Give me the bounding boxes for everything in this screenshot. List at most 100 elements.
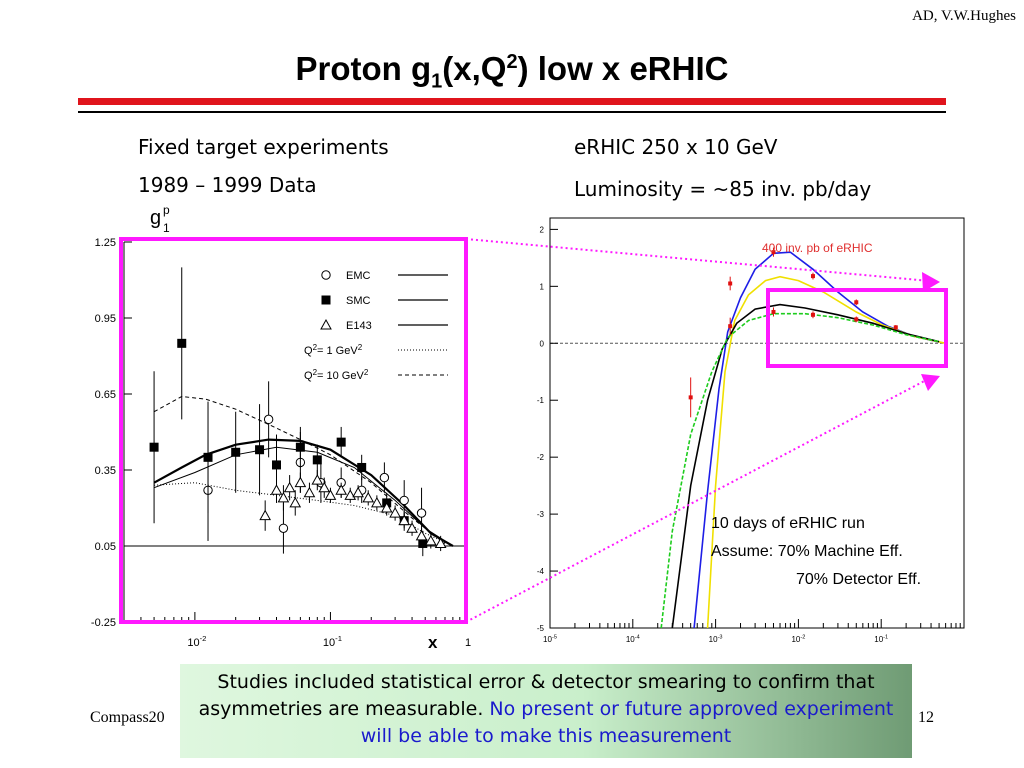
right-caption-line1: eRHIC 250 x 10 GeV [574,135,778,159]
page-number: 12 [918,709,934,726]
author-label: AD, V.W.Hughes [912,8,1016,24]
left-point-e143 [352,486,364,498]
right-data-point [688,395,693,400]
title-rule-black [78,111,946,113]
left-point-e143 [318,481,331,493]
left-point-e143 [294,476,307,488]
right-annotation: 400 inv. pb of eRHIC [762,241,873,255]
right-curve-green-dashed [660,312,940,629]
left-point-smc [312,455,322,465]
summary-note-black: Studies included statistical error & det… [198,671,875,720]
left-point-emc [278,523,289,533]
left-point-e143 [259,509,272,521]
right-plot-frame [549,217,965,629]
left-point-e143 [303,486,316,498]
left-legend-marker [321,295,331,305]
left-x-tick-label: 10-2 [187,634,206,649]
left-point-smc [255,445,265,455]
summary-note-box [180,664,912,758]
left-point-smc [336,437,346,447]
right-data-point [771,250,776,255]
left-point-smc [177,338,187,348]
right-y-tick-label: -1 [537,396,545,405]
zoom-callout [119,237,948,624]
left-legend-label: Q2= 1 GeV2 [304,343,363,358]
left-point-e143 [311,474,324,485]
left-point-emc [416,508,427,518]
left-point-e143 [406,522,418,533]
left-point-e143 [362,491,375,503]
right-curve-yellow [706,275,946,629]
left-ylabel-sup: p [163,203,170,217]
left-point-emc [379,472,390,483]
right-y-tick-label: -3 [537,510,545,519]
left-point-emc [263,414,274,425]
left-point-smc [203,452,213,462]
left-point-e143 [335,484,348,495]
right-y-tick-label: 0 [540,339,545,348]
left-point-e143 [289,496,302,508]
right-run-note-line1: 10 days of eRHIC run [711,515,865,532]
right-data-point [893,325,898,330]
left-highlight-box [119,237,468,624]
summary-note-blue: No present or future approved experiment… [360,698,894,747]
right-data-point [728,324,733,329]
right-y-tick-label: 1 [540,282,545,291]
left-legend-label: E143 [346,320,372,332]
left-point-e143 [270,484,283,495]
right-data-point [854,300,859,305]
right-y-tick-label: -2 [537,453,545,462]
right-highlight-box [766,288,948,368]
right-x-tick-label: 10-1 [874,634,888,644]
left-point-e143 [324,489,337,500]
left-chart: 1.25 0.95 0.65 0.35 0.05 -0.25 10-2 10-1 1 EMC SMC… [91,237,471,649]
left-xlabel: x [428,633,438,652]
left-point-e143 [277,491,290,503]
right-y-tick-label: -5 [537,624,545,633]
left-caption-line2: 1989 – 1999 Data [138,173,317,197]
right-data-point [728,281,733,286]
left-point-smc [357,462,367,472]
left-y-tick-label: 0.35 [95,465,116,477]
right-x-tick-label: 10-5 [543,634,557,644]
right-run-note-line2: Assume: 70% Machine Eff. [711,543,903,560]
left-y-tick-label: 0.65 [95,389,116,401]
left-point-e143 [283,481,296,493]
left-legend-marker [320,318,332,330]
callout-arrow-top [922,272,940,292]
right-y-tick-label: 2 [540,225,545,234]
left-point-e143 [434,537,447,548]
left-legend-label: Q2= 10 GeV2 [304,368,369,383]
left-point-emc [399,495,409,506]
left-point-smc [295,442,305,452]
left-point-smc [149,442,159,452]
right-x-tick-label: 10-3 [709,634,723,644]
summary-note: Studies included statistical error & det… [182,669,910,750]
right-data-point [810,274,815,279]
left-point-smc [231,447,241,457]
left-legend-label: SMC [346,295,371,307]
left-legend-marker [321,270,331,280]
left-y-tick-label: -0.25 [91,617,116,629]
right-curve-blue [693,251,940,629]
callout-line-bottom [465,377,931,623]
left-y-tick-label: 0.95 [95,313,116,325]
right-x-tick-label: 10-2 [791,634,805,644]
slide-title: Proton g1(x,Q2) low x eRHIC [295,50,729,93]
left-legend-label: EMC [346,270,371,282]
right-x-tick-label: 10-4 [626,634,640,644]
right-data-point [771,309,776,314]
right-caption-line2: Luminosity = ~85 inv. pb/day [574,177,872,201]
left-x-tick-label: 10-1 [323,634,342,649]
left-curve-dashed [153,395,446,544]
left-point-e143 [380,501,393,513]
left-chart-static: g p 1 x [150,203,438,652]
left-y-tick-label: 1.25 [95,237,116,249]
left-point-e143 [398,514,411,526]
right-run-note-line3: 70% Detector Eff. [796,571,921,588]
right-data-point [810,312,815,317]
title-rule-red [78,98,946,105]
left-ylabel: g [150,207,161,229]
left-ylabel-sub: 1 [163,221,170,235]
